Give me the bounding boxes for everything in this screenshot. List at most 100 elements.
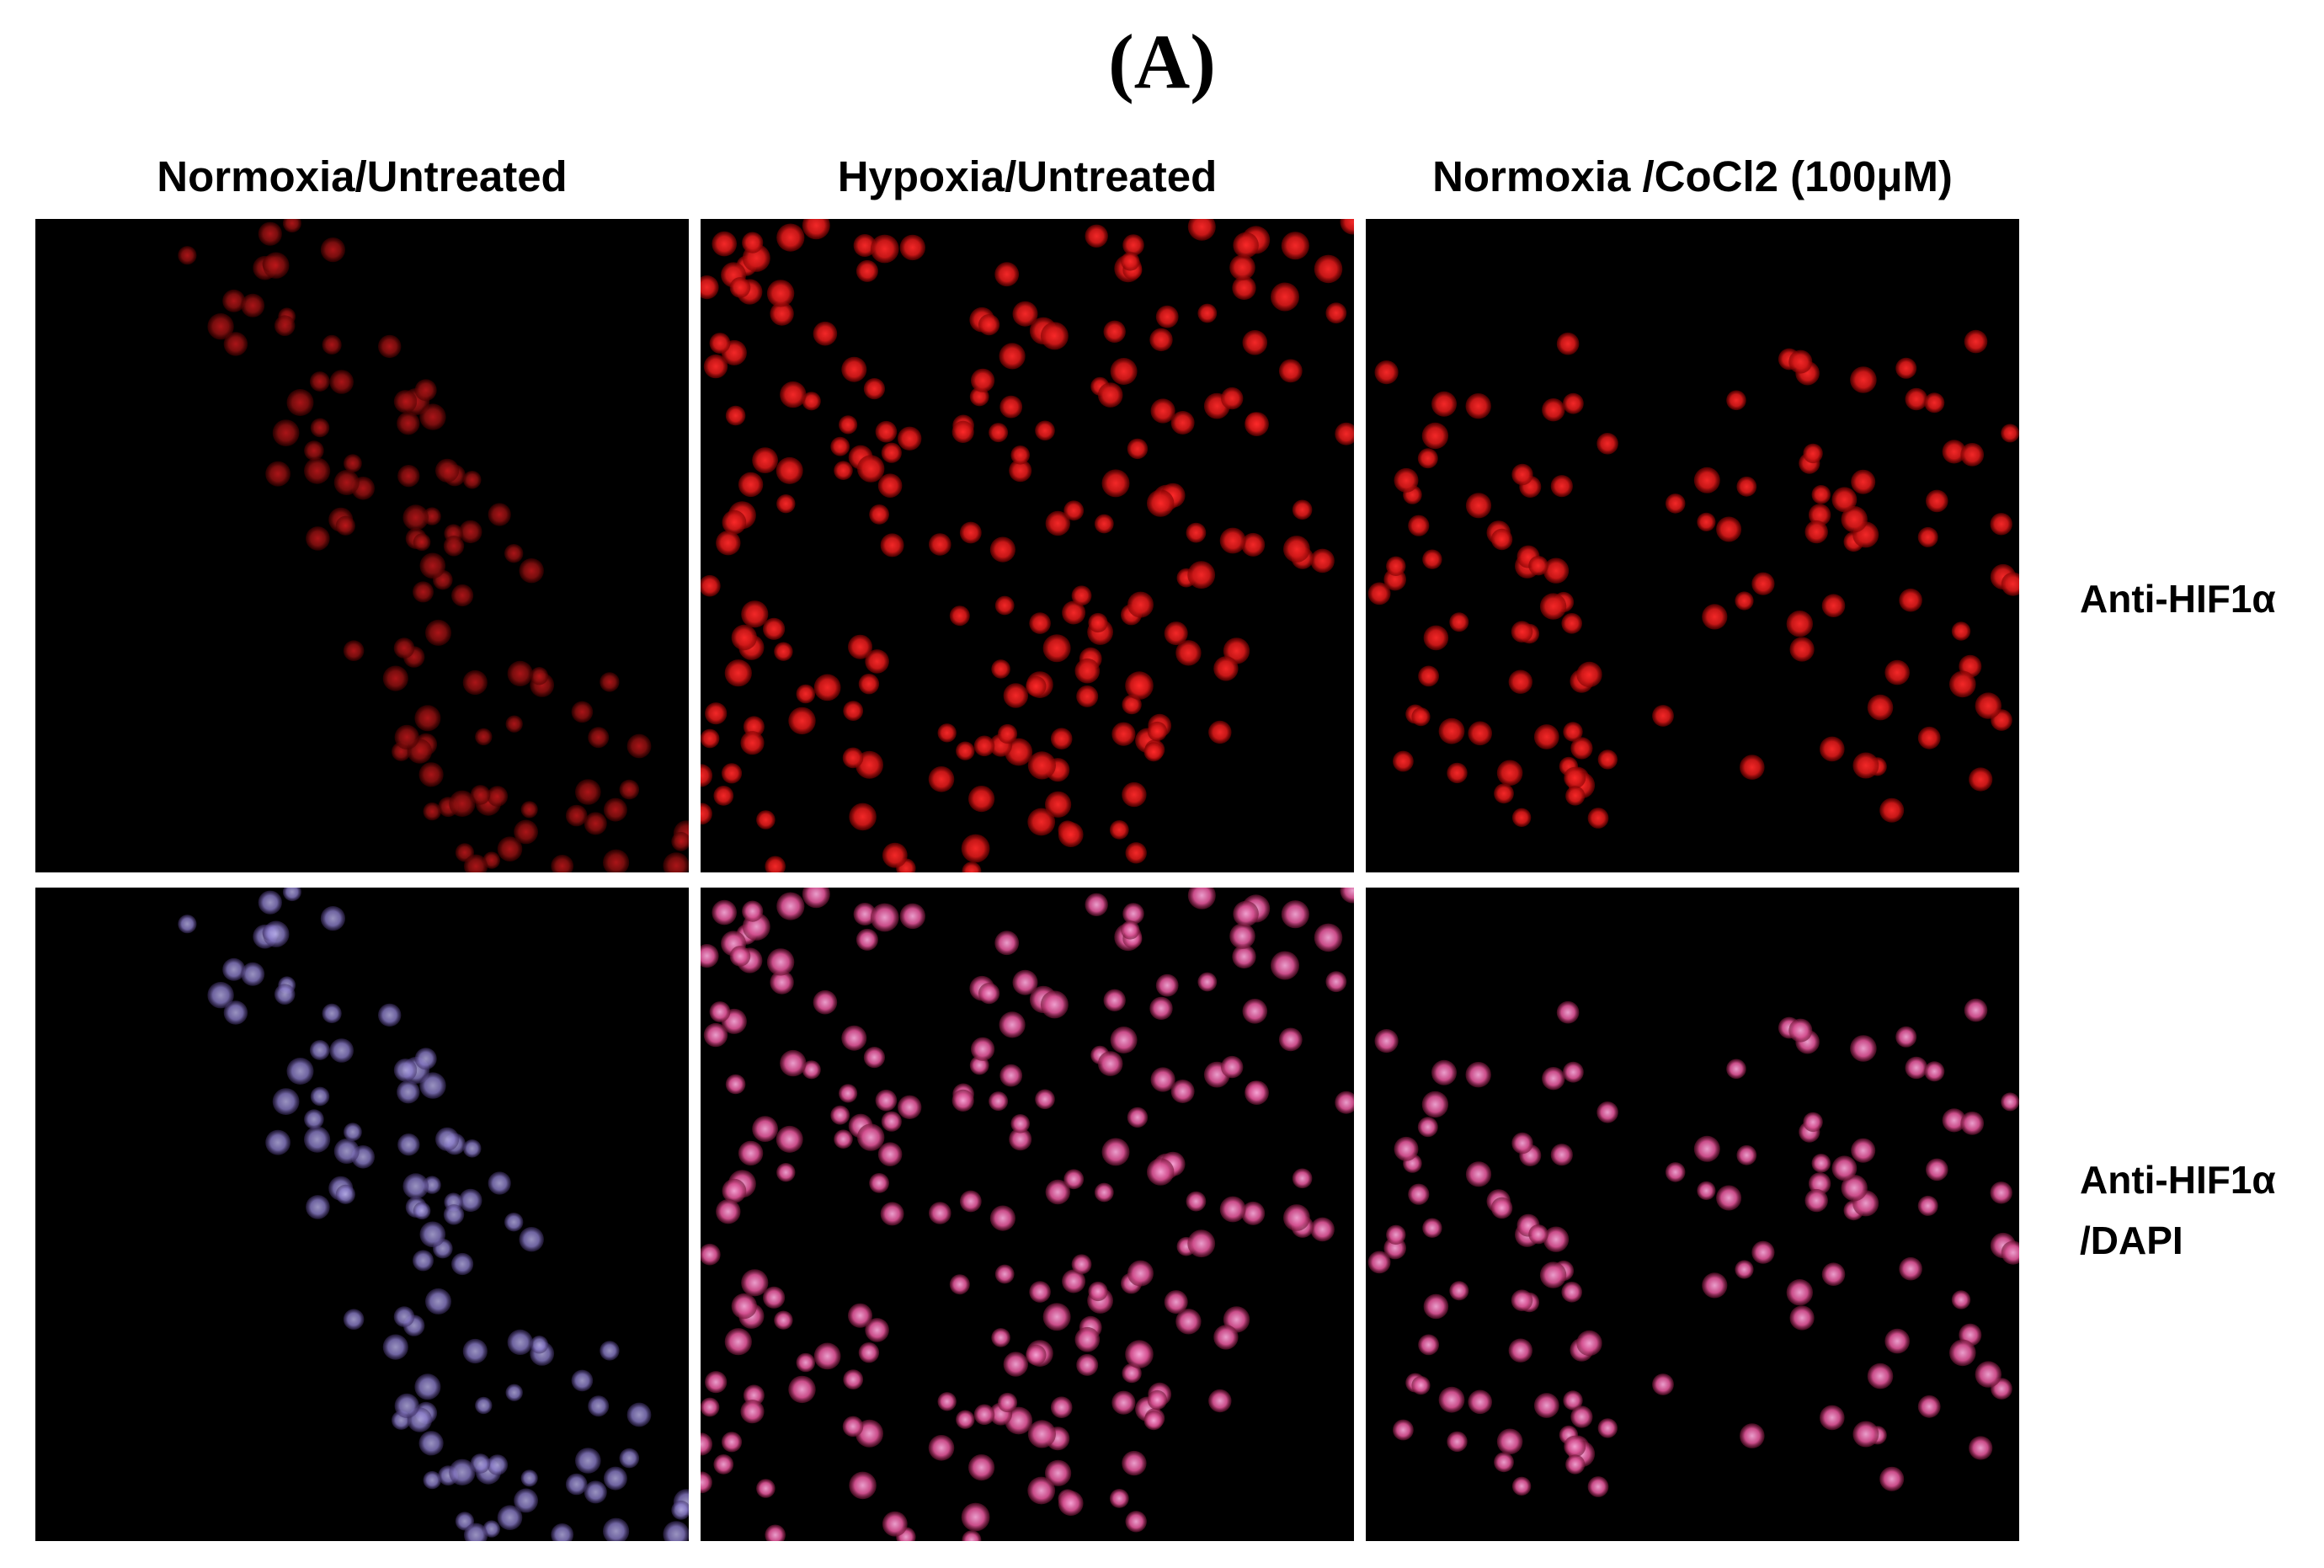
- cell: [1411, 1376, 1431, 1395]
- cell: [722, 1178, 747, 1203]
- cell: [1508, 669, 1532, 694]
- cell: [382, 1334, 408, 1360]
- cell: [716, 531, 741, 556]
- cell: [1122, 1363, 1142, 1384]
- cell: [603, 1517, 630, 1541]
- cell: [1340, 888, 1354, 904]
- cell: [961, 834, 990, 863]
- cell: [1820, 736, 1845, 762]
- cell: [470, 785, 491, 805]
- cell: [1786, 1279, 1813, 1306]
- micrograph-normoxia-hif1a: [35, 219, 689, 872]
- cell: [1042, 634, 1071, 663]
- cell: [830, 1105, 850, 1125]
- cell: [999, 343, 1026, 370]
- cell: [742, 900, 764, 922]
- cell: [1438, 1386, 1465, 1413]
- cell: [1058, 1491, 1084, 1516]
- cell: [1735, 591, 1754, 611]
- cell: [565, 804, 588, 827]
- cell: [1924, 392, 1945, 413]
- cell: [1539, 1261, 1567, 1288]
- cell: [1170, 411, 1195, 435]
- cell: [1850, 1035, 1877, 1062]
- cell: [258, 221, 282, 246]
- cell: [1094, 1182, 1114, 1203]
- cell: [530, 1336, 549, 1354]
- cell: [713, 1454, 734, 1475]
- cell: [843, 701, 864, 721]
- cell: [241, 293, 265, 317]
- cell: [1702, 604, 1728, 630]
- cell: [1292, 499, 1313, 520]
- cell: [1127, 1107, 1149, 1128]
- cell: [863, 378, 885, 400]
- cell: [853, 234, 877, 257]
- cell: [333, 1139, 360, 1164]
- cell: [1103, 989, 1126, 1011]
- cell: [1310, 1217, 1335, 1242]
- cell: [731, 624, 757, 651]
- cell: [286, 389, 314, 416]
- cell: [1245, 412, 1269, 436]
- cell: [776, 223, 805, 252]
- cell: [1271, 951, 1299, 980]
- cell: [842, 1416, 864, 1437]
- cell: [929, 533, 951, 556]
- cell: [705, 702, 728, 725]
- cell: [1665, 493, 1686, 514]
- cell: [1851, 1138, 1876, 1163]
- cell: [1468, 721, 1492, 746]
- cell: [701, 574, 721, 597]
- cell: [1149, 996, 1173, 1021]
- cell: [776, 892, 805, 920]
- cell: [1543, 557, 1570, 584]
- cell: [1221, 387, 1244, 410]
- cell: [1751, 572, 1775, 595]
- cell: [1431, 391, 1457, 417]
- cell: [464, 1523, 488, 1541]
- cell: [1164, 621, 1188, 646]
- cell: [343, 1309, 365, 1330]
- cell: [333, 470, 360, 495]
- column-title-normoxia-untreated: Normoxia/Untreated: [157, 152, 568, 200]
- cell: [265, 1129, 290, 1155]
- cell: [899, 903, 925, 930]
- cell: [1969, 767, 1993, 792]
- cell: [1597, 1418, 1618, 1438]
- cell: [304, 1126, 331, 1153]
- cell: [999, 1064, 1023, 1087]
- cell: [1851, 469, 1876, 494]
- cell: [869, 1173, 889, 1193]
- cell: [1175, 1309, 1202, 1335]
- cell: [1029, 1281, 1051, 1303]
- cell: [1788, 349, 1813, 374]
- cell: [1596, 1101, 1618, 1123]
- cell: [1127, 1260, 1154, 1287]
- cell: [2001, 572, 2019, 596]
- cell: [2001, 424, 2019, 443]
- cell: [780, 1049, 807, 1077]
- cell: [322, 334, 342, 355]
- cell: [1960, 1112, 1985, 1135]
- cell: [272, 419, 300, 446]
- cell: [968, 1454, 995, 1481]
- cell: [1596, 433, 1618, 455]
- cell: [2001, 1240, 2019, 1265]
- cell: [1423, 625, 1449, 651]
- cell: [1394, 1136, 1419, 1161]
- cell: [475, 728, 493, 746]
- cell: [1736, 476, 1757, 497]
- cell: [1969, 1436, 1993, 1460]
- cell: [258, 890, 282, 915]
- cell: [842, 747, 864, 769]
- cell: [306, 1195, 330, 1219]
- cell: [397, 465, 420, 488]
- cell: [1895, 357, 1917, 379]
- cell: [725, 405, 746, 426]
- cell: [1528, 1224, 1548, 1245]
- cell: [626, 733, 652, 759]
- cell: [802, 888, 830, 909]
- cell: [1468, 1389, 1492, 1415]
- cell: [304, 1109, 324, 1129]
